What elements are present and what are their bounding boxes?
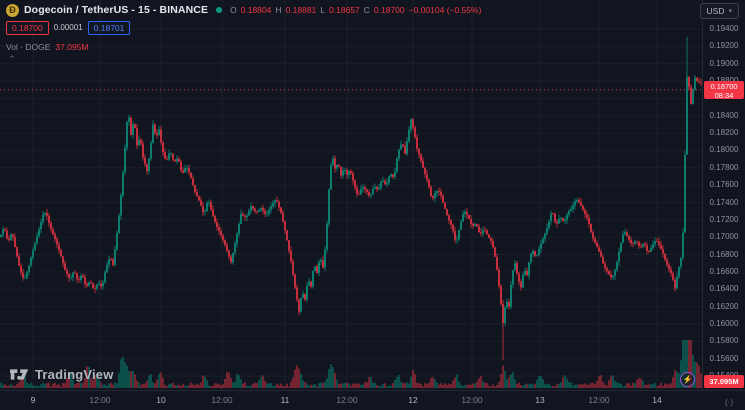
currency-unit-label: USD — [706, 6, 725, 16]
open-value: 0.18804 — [240, 5, 272, 15]
price-axis-label: 0.15800 — [709, 336, 739, 345]
time-axis-label: 14 — [652, 395, 662, 405]
time-axis-label: 12:00 — [211, 395, 233, 405]
price-axis-label: 0.17600 — [709, 180, 739, 189]
volume-label: Vol · DOGE — [6, 41, 51, 52]
price-axis-label: 0.18000 — [709, 145, 739, 154]
price-axis-label: 0.17800 — [709, 163, 739, 172]
time-axis-label: 11 — [280, 395, 290, 405]
high-label: H — [275, 5, 282, 15]
low-label: L — [320, 5, 326, 15]
price-axis-label: 0.19200 — [709, 41, 739, 50]
time-axis-label: 9 — [30, 395, 36, 405]
volume-axis-badge: 37.095M — [704, 375, 744, 388]
sell-price-button[interactable]: 0.18700 — [6, 20, 49, 35]
low-value: 0.18657 — [329, 5, 360, 15]
spread-value: 0.00001 — [53, 23, 83, 32]
time-axis-label: 13 — [535, 395, 545, 405]
grid-lines — [0, 0, 702, 390]
close-label: C — [363, 5, 370, 15]
symbol-title[interactable]: Dogecoin / TetherUS - 15 - BINANCE — [24, 4, 209, 16]
buy-price-button[interactable]: 0.18701 — [87, 20, 131, 35]
price-axis-label: 0.19000 — [709, 59, 739, 68]
change-value: −0.00104 (−0.55%) — [408, 5, 482, 15]
price-axis-label: 0.16400 — [709, 284, 739, 293]
axis-settings-icon[interactable]: (·) — [725, 398, 733, 407]
time-axis-label: 12:00 — [461, 395, 483, 405]
last-price-value: 0.18700 — [710, 82, 738, 91]
legend-symbol-row: Ð Dogecoin / TetherUS - 15 - BINANCE O 0.… — [6, 3, 481, 17]
time-axis-label: 12:00 — [588, 395, 610, 405]
candle-bodies — [0, 76, 702, 324]
price-axis-label: 0.18400 — [709, 111, 739, 120]
open-label: O — [230, 5, 237, 15]
time-axis-label: 12 — [408, 395, 418, 405]
bar-countdown: 08:34 — [714, 91, 734, 100]
dogecoin-icon: Ð — [6, 3, 19, 17]
price-axis-label: 0.16600 — [709, 267, 739, 276]
price-axis-label: 0.18200 — [709, 128, 739, 137]
tradingview-logo[interactable]: TradingView — [10, 367, 114, 382]
legend-collapse-icon[interactable]: ⌃ — [8, 54, 16, 64]
tradingview-logo-text: TradingView — [35, 367, 114, 382]
currency-unit-button[interactable]: USD ▾ — [699, 3, 739, 19]
candle-wicks-down — [4, 76, 702, 361]
market-status-dot — [216, 7, 223, 13]
flash-icon[interactable]: ⚡ — [680, 372, 695, 387]
price-axis-label: 0.16200 — [709, 302, 739, 311]
volume-row: Vol · DOGE 37.095M — [6, 41, 481, 52]
time-axis-label: 10 — [156, 395, 166, 405]
price-axis-label: 0.19400 — [709, 24, 739, 33]
time-axis-label: 12:00 — [89, 395, 111, 405]
price-axis-label: 0.16000 — [709, 319, 739, 328]
price-axis-label: 0.17200 — [709, 215, 739, 224]
candle-wicks-up — [0, 36, 696, 326]
price-axis-label: 0.18800 — [703, 76, 745, 86]
price-axis-label: 0.16800 — [709, 250, 739, 259]
tradingview-mark-icon — [10, 369, 29, 380]
time-axis-label: 12:00 — [336, 395, 358, 405]
price-axis-label: 0.17000 — [709, 232, 739, 241]
price-axis-label: 0.17400 — [709, 198, 739, 207]
ohlc-values: O 0.18804 H 0.18881 L 0.18657 C 0.18700 −0.0… — [230, 5, 481, 15]
price-axis[interactable]: 0.18700 08:34 37.095M 0.19400 0.19200 0.19… — [702, 0, 745, 390]
close-value: 0.18700 — [373, 5, 405, 15]
volume-value: 37.095M — [55, 41, 89, 52]
volume-bars — [0, 340, 702, 388]
quote-row: 0.18700 0.00001 0.18701 — [6, 20, 481, 35]
price-axis-label: 0.15600 — [709, 354, 739, 363]
last-price-badge: 0.18700 08:34 — [704, 81, 744, 100]
time-axis[interactable]: 9 12:00 10 12:00 11 12:00 12 12:00 13 12:00 14 — [0, 390, 745, 410]
legend: Ð Dogecoin / TetherUS - 15 - BINANCE O 0.… — [6, 3, 481, 65]
chevron-down-icon: ▾ — [728, 8, 732, 15]
high-value: 0.18881 — [285, 5, 317, 15]
